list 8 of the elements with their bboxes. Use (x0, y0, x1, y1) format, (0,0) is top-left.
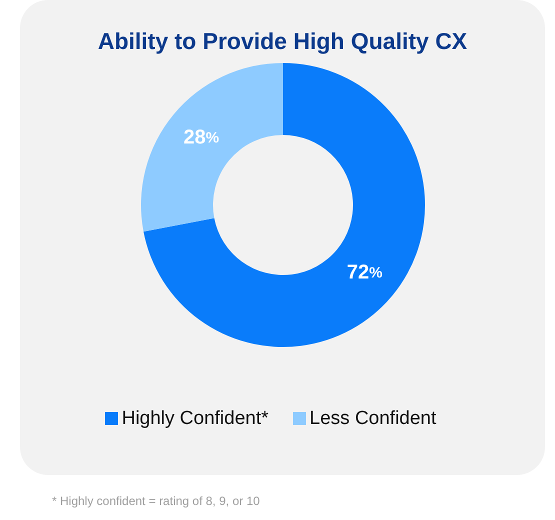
data-label: 72% (346, 262, 382, 284)
text: * Highly confident = rating of 8, 9, or 10 (52, 494, 260, 508)
donut-slice (141, 63, 283, 232)
data-label: 28% (184, 126, 220, 148)
legend-label: Less Confident (310, 408, 436, 429)
chart-title: Ability to Provide High Quality CX (96, 28, 468, 55)
legend-label: Highly Confident* (122, 408, 269, 429)
donut-slice (144, 63, 425, 347)
